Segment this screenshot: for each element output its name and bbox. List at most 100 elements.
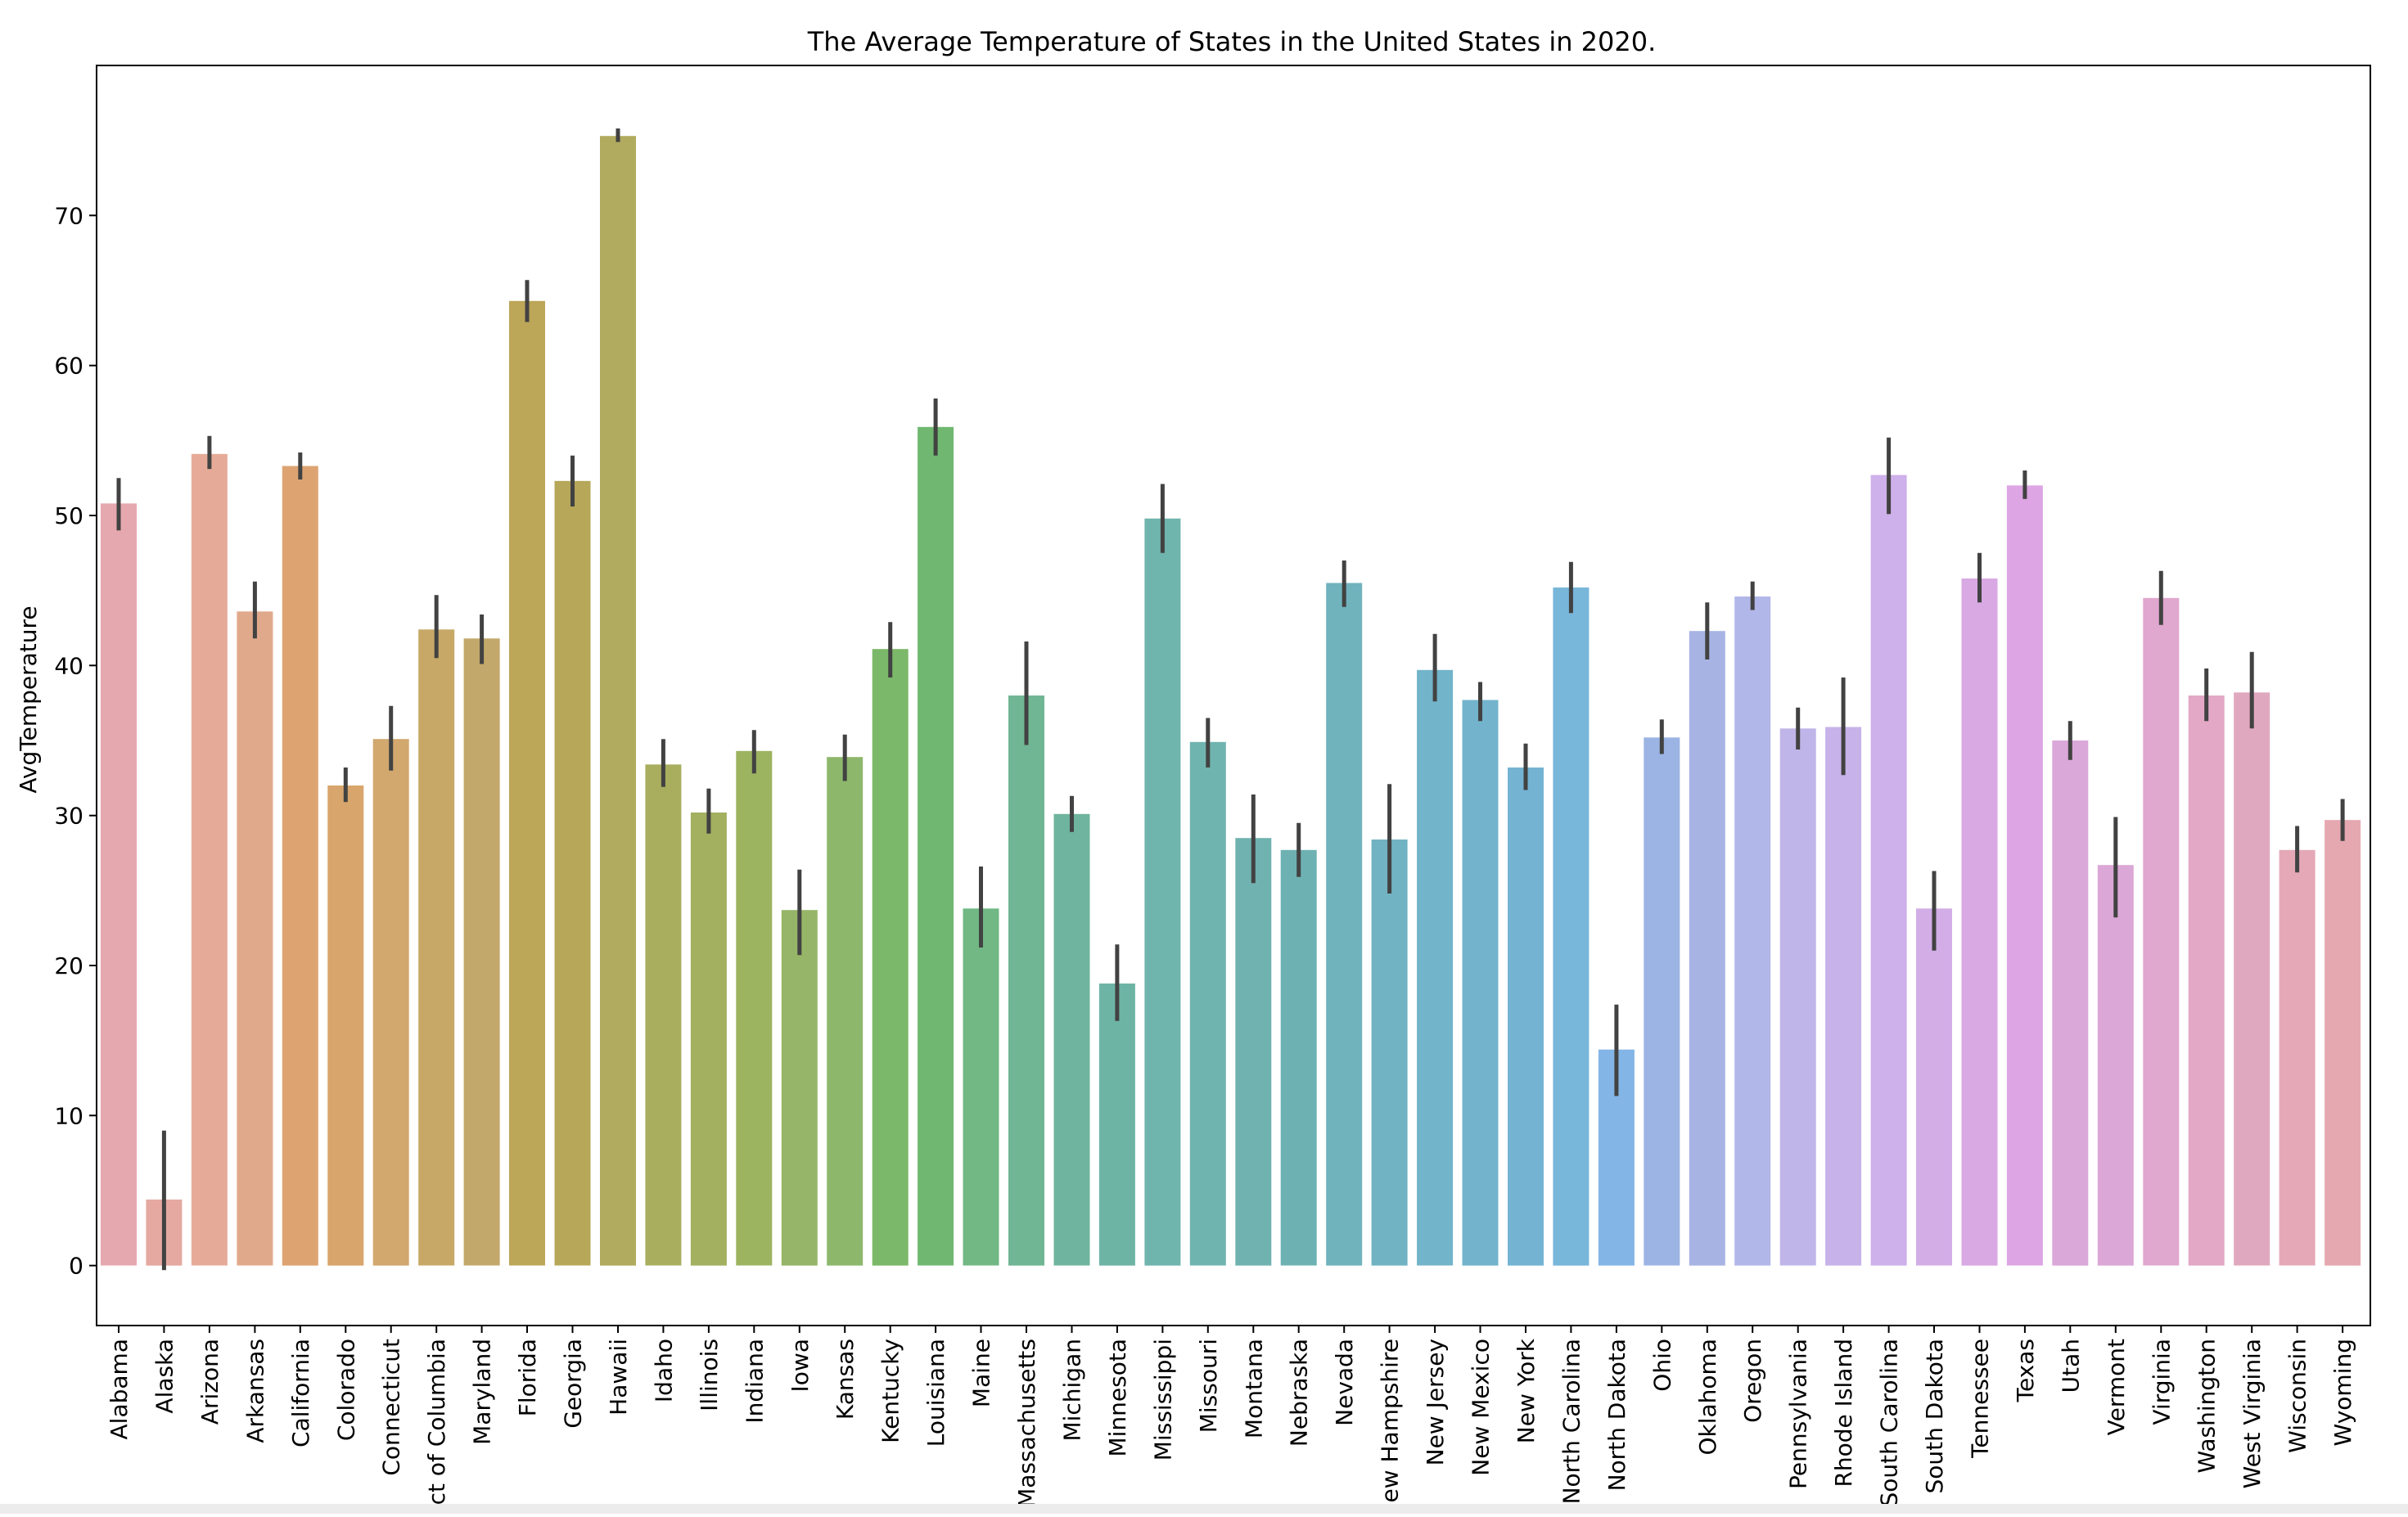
bar bbox=[1144, 518, 1181, 1266]
error-bars-layer bbox=[116, 128, 2345, 1271]
x-tick-label: Mississippi bbox=[1149, 1339, 1176, 1461]
x-tick-label: New York bbox=[1513, 1338, 1540, 1443]
x-tick-label: West Virginia bbox=[2239, 1339, 2266, 1488]
x-tick-label: Washington bbox=[2194, 1339, 2221, 1474]
y-tick-label: 30 bbox=[54, 803, 83, 830]
bar bbox=[827, 757, 864, 1266]
bar bbox=[1734, 596, 1771, 1266]
x-tick-label: Kansas bbox=[832, 1339, 859, 1420]
bars-layer bbox=[101, 136, 2361, 1266]
bar bbox=[327, 786, 364, 1266]
x-tick-label: New Hampshire bbox=[1377, 1339, 1404, 1514]
window-bottom-strip bbox=[0, 1504, 2408, 1514]
x-tick-label: New Mexico bbox=[1468, 1339, 1495, 1476]
x-tick-label: Arkansas bbox=[241, 1339, 268, 1443]
bar bbox=[1417, 669, 1454, 1266]
x-tick-label: Nebraska bbox=[1286, 1339, 1313, 1447]
bar bbox=[1916, 908, 1952, 1266]
x-tick-label: Alaska bbox=[151, 1339, 178, 1414]
x-tick-label: Ohio bbox=[1648, 1339, 1675, 1392]
bar bbox=[372, 739, 409, 1266]
bar bbox=[2325, 820, 2361, 1266]
bar bbox=[600, 136, 636, 1266]
bar bbox=[418, 629, 455, 1266]
bar bbox=[1825, 727, 1862, 1266]
y-tick-label: 0 bbox=[69, 1253, 83, 1280]
x-tick-label: Iowa bbox=[787, 1339, 814, 1392]
x-tick-label: North Carolina bbox=[1558, 1339, 1585, 1504]
x-tick-label: Louisiana bbox=[922, 1339, 949, 1447]
y-tick-label: 70 bbox=[54, 202, 83, 229]
bar bbox=[554, 480, 591, 1266]
bar bbox=[1326, 583, 1363, 1266]
bar bbox=[1961, 578, 1998, 1266]
x-tick-label: Wyoming bbox=[2329, 1339, 2356, 1446]
x-tick-label: Michigan bbox=[1059, 1339, 1086, 1442]
x-tick-label: Alabama bbox=[106, 1339, 133, 1439]
bar bbox=[1235, 838, 1272, 1266]
bar bbox=[1280, 849, 1317, 1266]
x-tick-label: Oregon bbox=[1739, 1339, 1766, 1423]
y-axis-label: AvgTemperature bbox=[15, 605, 42, 793]
bar bbox=[2006, 485, 2043, 1266]
bar bbox=[1779, 728, 1816, 1266]
x-tick-label: Hawaii bbox=[605, 1339, 632, 1416]
bar bbox=[1053, 813, 1090, 1266]
x-tick-label: Vermont bbox=[2103, 1339, 2130, 1435]
bar bbox=[1371, 840, 1408, 1266]
plot-frame bbox=[96, 65, 2371, 1326]
bar bbox=[872, 649, 909, 1266]
bar bbox=[463, 638, 500, 1266]
x-tick-label: Georgia bbox=[560, 1339, 587, 1429]
x-tick-label: Colorado bbox=[332, 1339, 359, 1441]
x-tick-label: Rhode Island bbox=[1830, 1339, 1857, 1488]
bar bbox=[1008, 695, 1044, 1266]
y-tick-label: 10 bbox=[54, 1102, 83, 1129]
bar bbox=[645, 764, 682, 1266]
x-axis-ticks: Alabama Alaska Arizona Arkansas California Co… bbox=[106, 1326, 2356, 1517]
x-tick-label: Minnesota bbox=[1104, 1339, 1131, 1457]
bar bbox=[1870, 475, 1907, 1266]
bar bbox=[736, 750, 773, 1266]
bar bbox=[2052, 740, 2089, 1266]
x-tick-label: Tennessee bbox=[1967, 1339, 1994, 1459]
bar bbox=[918, 426, 954, 1266]
x-tick-label: District of Columbia bbox=[423, 1339, 450, 1514]
bar bbox=[2143, 597, 2180, 1266]
y-tick-label: 20 bbox=[54, 952, 83, 979]
bar bbox=[282, 466, 318, 1266]
bar bbox=[509, 300, 545, 1266]
bar bbox=[1508, 768, 1544, 1266]
y-axis-ticks: 0 10 20 30 40 50 60 70 bbox=[54, 202, 97, 1280]
chart-title: The Average Temperature of States in the… bbox=[807, 26, 1657, 57]
x-tick-label: South Carolina bbox=[1876, 1339, 1903, 1506]
bar bbox=[2097, 865, 2134, 1266]
x-tick-label: Florida bbox=[514, 1339, 541, 1416]
x-tick-label: Texas bbox=[2012, 1339, 2039, 1402]
x-tick-label: Nevada bbox=[1331, 1339, 1358, 1426]
y-tick-label: 50 bbox=[54, 502, 83, 529]
bar bbox=[2279, 849, 2316, 1266]
y-tick-label: 40 bbox=[54, 652, 83, 679]
x-tick-label: Missouri bbox=[1195, 1339, 1222, 1433]
x-tick-label: Arizona bbox=[196, 1339, 223, 1425]
x-tick-label: South Dakota bbox=[1921, 1339, 1948, 1493]
bar bbox=[1462, 700, 1499, 1266]
bar bbox=[237, 611, 273, 1266]
x-tick-label: Kentucky bbox=[877, 1339, 904, 1443]
bar bbox=[1689, 631, 1725, 1266]
bar bbox=[1644, 737, 1680, 1266]
bar bbox=[1553, 587, 1590, 1266]
bar bbox=[101, 503, 137, 1266]
bar bbox=[191, 453, 228, 1266]
x-tick-label: Connecticut bbox=[378, 1339, 405, 1476]
x-tick-label: Indiana bbox=[741, 1339, 768, 1424]
x-tick-label: New Jersey bbox=[1422, 1339, 1449, 1465]
y-tick-label: 60 bbox=[54, 353, 83, 380]
x-tick-label: Maine bbox=[968, 1339, 995, 1407]
x-tick-label: Utah bbox=[2057, 1339, 2084, 1393]
bar bbox=[2188, 695, 2225, 1266]
x-tick-label: Massachusetts bbox=[1013, 1339, 1040, 1508]
x-tick-label: Wisconsin bbox=[2284, 1339, 2311, 1453]
